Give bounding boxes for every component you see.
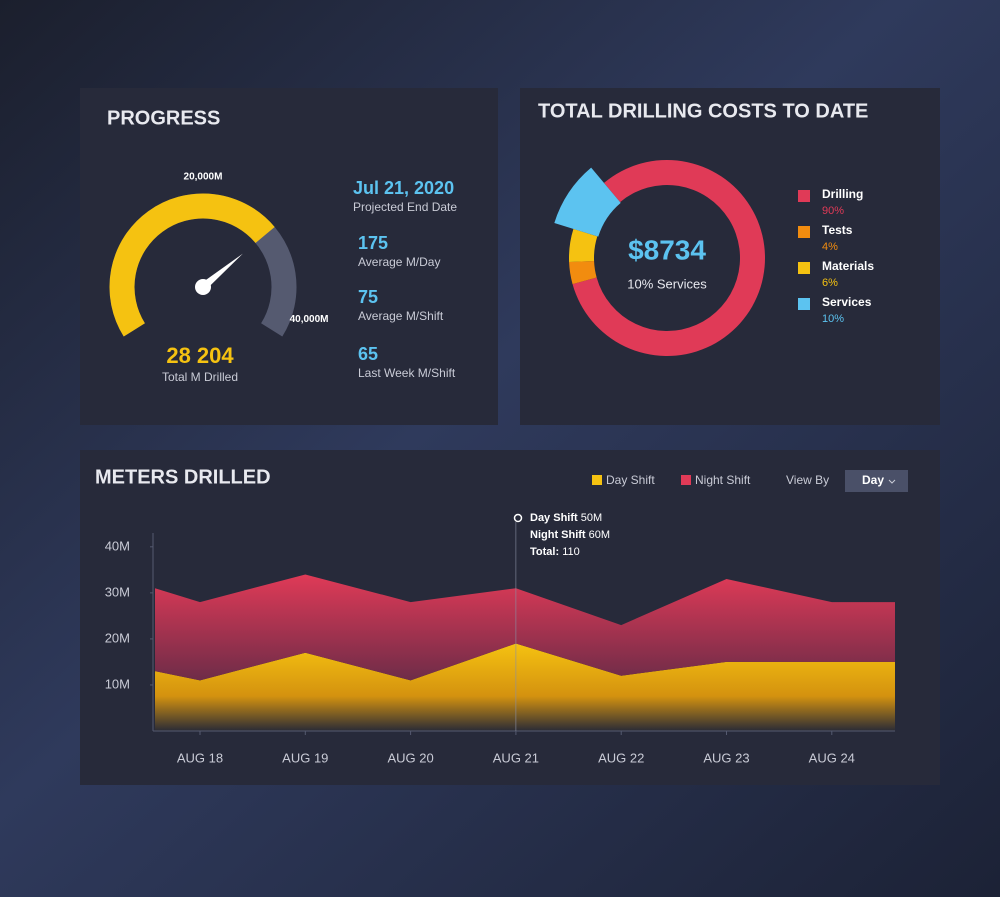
panel-title: PROGRESS — [107, 107, 220, 129]
donut-slice — [569, 228, 598, 263]
legend-swatch — [798, 226, 810, 238]
stat-value: 75 — [358, 287, 378, 307]
dropdown-value[interactable]: Day — [862, 473, 884, 487]
gauge-value: 28 204 — [166, 343, 234, 368]
gauge-hub — [195, 279, 211, 295]
dropdown-chevron — [888, 479, 896, 484]
legend-swatch — [798, 298, 810, 310]
x-tick-label: AUG 24 — [809, 750, 855, 765]
panel-title: METERS DRILLED — [95, 466, 271, 488]
legend-swatch — [681, 475, 691, 485]
x-tick-label: AUG 21 — [493, 750, 539, 765]
x-tick-label: AUG 23 — [703, 750, 749, 765]
legend-label: Tests — [822, 223, 853, 237]
legend-value: 4% — [822, 241, 838, 253]
stat-label: Average M/Day — [358, 255, 440, 269]
tooltip-name: Total: — [530, 546, 559, 558]
tooltip-value: 110 — [562, 546, 580, 558]
gauge-fill — [109, 193, 275, 337]
panel-title: TOTAL DRILLING COSTS TO DATE — [538, 100, 868, 122]
x-tick-label: AUG 19 — [282, 750, 328, 765]
stat-value: 175 — [358, 233, 388, 253]
stat-label: Average M/Shift — [358, 309, 444, 323]
legend-label: Services — [822, 295, 872, 309]
stat-value: Jul 21, 2020 — [353, 178, 454, 198]
x-tick-label: AUG 22 — [598, 750, 644, 765]
legend-swatch — [592, 475, 602, 485]
view-by-label: View By — [786, 473, 829, 487]
stat-label: Last Week M/Shift — [358, 366, 456, 380]
donut-center-value: $8734 — [628, 234, 706, 265]
gauge-tick-label: 20,000M — [184, 172, 223, 183]
area — [155, 643, 895, 731]
y-tick-label: 10M — [105, 676, 130, 691]
tooltip-name: Night Shift — [530, 529, 586, 541]
stat-value: 65 — [358, 344, 378, 364]
gauge-needle — [200, 253, 243, 291]
tooltip-name: Day Shift — [530, 512, 578, 524]
legend-swatch — [798, 190, 810, 202]
tooltip-row: Night Shift 60M — [530, 529, 610, 541]
dropdown-box[interactable] — [845, 470, 908, 492]
stat-label: Projected End Date — [353, 200, 457, 214]
donut-slice — [554, 167, 621, 237]
legend-label: Drilling — [822, 187, 863, 201]
donut-slice — [569, 261, 597, 285]
area — [155, 574, 895, 681]
legend-label: Materials — [822, 259, 874, 273]
view-by-dropdown[interactable]: Day — [845, 470, 908, 492]
legend-label: Night Shift — [695, 473, 751, 487]
donut-center-label: 10% Services — [627, 276, 707, 291]
legend-value: 90% — [822, 205, 844, 217]
y-tick-label: 30M — [105, 584, 130, 599]
tooltip-row: Total: 110 — [530, 546, 580, 558]
tooltip-row: Day Shift 50M — [530, 512, 602, 524]
gauge-tick-label: 40,000M — [290, 314, 329, 325]
legend-value: 10% — [822, 313, 844, 325]
legend-swatch — [798, 262, 810, 274]
gauge-caption: Total M Drilled — [162, 370, 238, 384]
tooltip-dot — [513, 513, 523, 523]
legend-value: 6% — [822, 277, 838, 289]
tooltip-value: 60M — [589, 529, 610, 541]
x-tick-label: AUG 20 — [387, 750, 433, 765]
tooltip-value: 50M — [581, 512, 602, 524]
y-tick-label: 20M — [105, 630, 130, 645]
legend-label: Day Shift — [606, 473, 655, 487]
y-tick-label: 40M — [105, 538, 130, 553]
x-tick-label: AUG 18 — [177, 750, 223, 765]
